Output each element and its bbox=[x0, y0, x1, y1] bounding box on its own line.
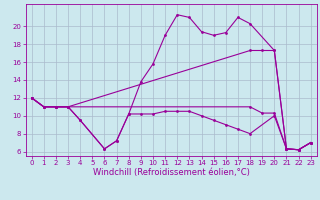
X-axis label: Windchill (Refroidissement éolien,°C): Windchill (Refroidissement éolien,°C) bbox=[93, 168, 250, 177]
